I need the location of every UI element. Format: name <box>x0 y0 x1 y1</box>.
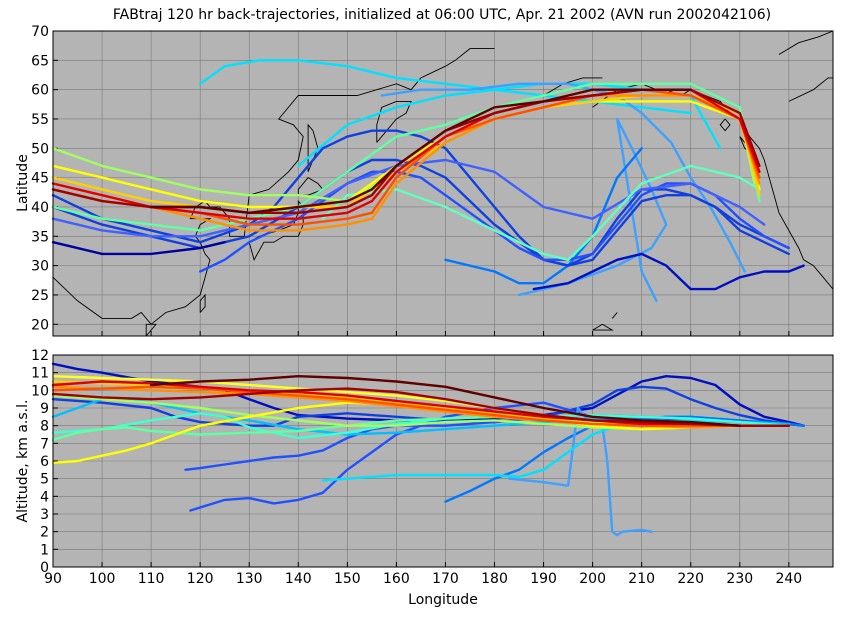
coastline <box>145 323 157 337</box>
x-tick-label: 110 <box>138 571 165 587</box>
altitude-frame <box>52 354 834 568</box>
altitude-grid <box>52 354 833 568</box>
trajectory-line <box>51 94 761 232</box>
y-tick-label: 65 <box>31 53 49 69</box>
y-tick-label: 4 <box>40 489 49 505</box>
map-frame <box>52 30 834 337</box>
latitude-tick-labels: 20 25 30 35 40 45 50 55 60 65 70 <box>31 24 49 333</box>
x-tick-label: 160 <box>383 571 410 587</box>
trajectory-line <box>321 419 790 482</box>
x-tick-label: 220 <box>677 571 704 587</box>
trajectory-line <box>51 240 226 256</box>
coastline <box>376 100 412 143</box>
x-tick-label: 230 <box>726 571 753 587</box>
y-tick-label: 20 <box>31 317 49 333</box>
longitude-tick-labels: 90 100 110 120 130 140 150 160 170 180 190 200 210 22… <box>44 571 802 587</box>
coastline <box>543 77 603 96</box>
coastline <box>778 30 834 55</box>
map-trajectories <box>51 59 805 302</box>
trajectory-line <box>149 88 692 215</box>
x-tick-label: 140 <box>285 571 312 587</box>
coastline <box>611 312 618 319</box>
x-tick-label: 200 <box>579 571 606 587</box>
coastline <box>788 77 833 102</box>
coastline <box>199 293 206 313</box>
map-panel: 20 25 30 35 40 45 50 55 60 65 70 Latitude <box>15 24 834 337</box>
y-tick-label: 0 <box>40 560 49 576</box>
y-tick-label: 30 <box>31 259 49 275</box>
trajectory-line <box>51 82 761 232</box>
y-tick-label: 25 <box>31 288 49 304</box>
trajectory-line <box>508 406 653 537</box>
x-tick-label: 210 <box>628 571 655 587</box>
coastline <box>719 118 731 132</box>
y-tick-label: 45 <box>31 171 49 187</box>
y-tick-label: 11 <box>31 366 49 382</box>
x-tick-label: 150 <box>334 571 361 587</box>
x-tick-label: 170 <box>432 571 459 587</box>
x-tick-label: 130 <box>236 571 263 587</box>
trajectory-line <box>51 387 790 427</box>
y-tick-label: 8 <box>40 419 49 435</box>
trajectory-line <box>51 158 790 267</box>
longitude-axis-label: Longitude <box>408 592 478 608</box>
x-tick-label: 240 <box>775 571 802 587</box>
x-tick-label: 190 <box>530 571 557 587</box>
map-plot-area <box>53 31 833 336</box>
y-tick-label: 60 <box>31 83 49 99</box>
y-tick-label: 5 <box>40 472 49 488</box>
x-tick-label: 120 <box>187 571 214 587</box>
trajectory-line <box>51 100 761 209</box>
y-tick-label: 1 <box>40 542 49 558</box>
coastline <box>592 323 614 331</box>
trajectory-line <box>51 385 790 427</box>
y-tick-label: 7 <box>40 436 49 452</box>
latitude-axis-label: Latitude <box>15 154 31 212</box>
x-tick-label: 100 <box>89 571 116 587</box>
trajectory-line <box>532 252 805 291</box>
y-tick-label: 35 <box>31 229 49 245</box>
y-tick-label: 10 <box>31 383 49 399</box>
y-tick-label: 3 <box>40 507 49 523</box>
y-tick-label: 55 <box>31 112 49 128</box>
y-tick-label: 9 <box>40 401 49 417</box>
trajectory-line <box>444 147 643 285</box>
altitude-trajectories <box>51 362 805 537</box>
y-tick-label: 12 <box>31 348 49 364</box>
chart-title: FABtraj 120 hr back-trajectories, initia… <box>113 7 771 23</box>
y-tick-label: 50 <box>31 141 49 157</box>
y-tick-label: 70 <box>31 24 49 40</box>
y-tick-label: 40 <box>31 200 49 216</box>
x-tick-label: 90 <box>44 571 62 587</box>
x-tick-label: 180 <box>481 571 508 587</box>
trajectory-line <box>149 375 741 427</box>
trajectory-line <box>51 401 790 464</box>
y-tick-label: 6 <box>40 454 49 470</box>
altitude-axis-label: Altitude, km a.s.l. <box>15 400 31 523</box>
trajectory-line <box>51 412 790 440</box>
y-tick-label: 2 <box>40 525 49 541</box>
